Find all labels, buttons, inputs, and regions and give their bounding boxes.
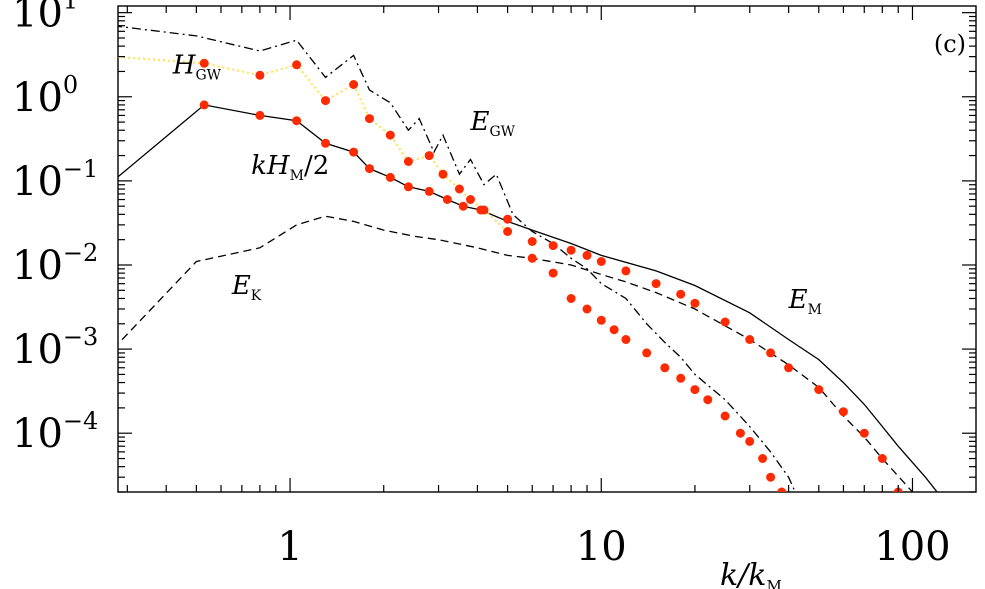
data-point bbox=[720, 317, 730, 327]
data-point bbox=[292, 60, 302, 70]
data-point bbox=[424, 151, 434, 161]
plot-frame bbox=[117, 5, 977, 493]
series-line-e-m bbox=[118, 104, 938, 492]
series-layer bbox=[118, 25, 938, 492]
data-point bbox=[676, 289, 686, 299]
data-point bbox=[566, 294, 576, 303]
tick-layer: 1 10 100 101 100 10−1 10−2 10−3 10−4 bbox=[12, 0, 976, 570]
series-line-e-gw bbox=[118, 25, 796, 492]
data-point bbox=[438, 169, 448, 179]
data-point bbox=[582, 304, 592, 314]
data-point bbox=[735, 428, 745, 438]
y-tick-label: 10−4 bbox=[12, 407, 98, 457]
data-point bbox=[784, 363, 794, 373]
data-point bbox=[109, 182, 118, 191]
data-point bbox=[527, 253, 537, 263]
data-point bbox=[466, 195, 475, 204]
data-point bbox=[292, 116, 302, 126]
data-point bbox=[365, 164, 374, 174]
data-point bbox=[703, 395, 713, 405]
data-point bbox=[109, 52, 118, 61]
data-point bbox=[424, 186, 434, 196]
series-line-h-gw bbox=[118, 55, 509, 233]
data-point bbox=[642, 348, 652, 358]
x-tick-label: 100 bbox=[874, 524, 950, 570]
data-point bbox=[349, 80, 359, 89]
data-point bbox=[385, 172, 395, 182]
data-point bbox=[548, 241, 558, 251]
data-point bbox=[621, 266, 631, 276]
data-point bbox=[385, 130, 395, 140]
y-tick-label: 10−1 bbox=[12, 155, 98, 205]
data-point bbox=[458, 201, 468, 211]
data-point bbox=[442, 195, 452, 204]
y-tick-label: 100 bbox=[12, 71, 78, 121]
data-point bbox=[609, 325, 619, 335]
series-line-e-k bbox=[118, 215, 913, 492]
data-point bbox=[596, 257, 606, 266]
data-point bbox=[255, 110, 265, 120]
data-point bbox=[199, 58, 209, 68]
x-tick-label: 10 bbox=[576, 524, 627, 570]
y-tick-label: 10−2 bbox=[12, 239, 98, 289]
data-point bbox=[349, 147, 359, 157]
data-point bbox=[527, 237, 537, 246]
series-annotation: EK bbox=[231, 271, 262, 304]
data-point bbox=[321, 96, 330, 106]
data-point bbox=[660, 363, 670, 373]
data-point bbox=[476, 205, 486, 215]
series-annotation: EGW bbox=[469, 107, 515, 140]
data-point bbox=[454, 184, 464, 194]
y-tick-label: 10−3 bbox=[12, 323, 98, 373]
data-point bbox=[596, 315, 606, 325]
data-point bbox=[838, 407, 848, 417]
data-point bbox=[365, 114, 374, 124]
data-point bbox=[199, 100, 209, 110]
data-point bbox=[877, 454, 887, 463]
data-point bbox=[403, 182, 413, 192]
x-axis-label: k/kM bbox=[720, 558, 782, 589]
data-point bbox=[859, 428, 869, 438]
data-point bbox=[690, 298, 700, 308]
y-tick-label: 101 bbox=[12, 0, 78, 37]
x-tick-label: 1 bbox=[277, 524, 302, 570]
series-annotation: EM bbox=[788, 285, 822, 318]
data-point bbox=[403, 157, 413, 166]
annotation-layer: HGW EGW kHM/2 EK EM bbox=[172, 50, 822, 317]
data-point bbox=[676, 373, 686, 383]
marker-layer bbox=[109, 52, 903, 492]
data-point bbox=[503, 227, 513, 236]
data-point bbox=[766, 348, 776, 358]
panel-label: (c) bbox=[934, 30, 966, 58]
data-point bbox=[651, 279, 661, 289]
data-point bbox=[321, 138, 330, 148]
data-point bbox=[582, 250, 592, 260]
data-point bbox=[621, 335, 631, 344]
data-point bbox=[758, 454, 768, 463]
data-point bbox=[745, 436, 755, 446]
data-point bbox=[766, 472, 776, 482]
data-point bbox=[720, 411, 730, 421]
series-annotation: HGW bbox=[172, 50, 222, 83]
series-annotation: kHM/2 bbox=[251, 151, 329, 184]
data-point bbox=[690, 385, 700, 395]
data-point bbox=[503, 214, 513, 224]
data-point bbox=[255, 70, 265, 80]
data-point bbox=[745, 335, 755, 344]
data-point bbox=[814, 385, 824, 395]
data-point bbox=[777, 487, 787, 492]
data-point bbox=[566, 245, 576, 255]
data-point bbox=[548, 268, 558, 278]
